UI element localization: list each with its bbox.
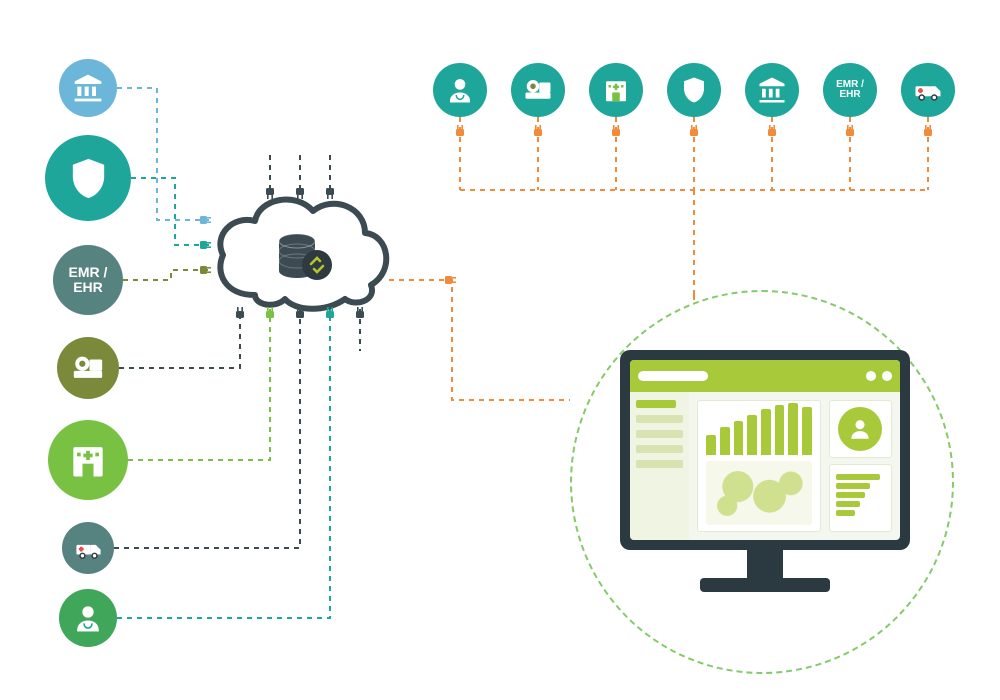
plug-icon: [197, 237, 211, 251]
plug-icon: [842, 123, 856, 137]
plug-icon: [197, 212, 211, 226]
source-node-emr: EMR / EHR: [53, 245, 123, 315]
plug-icon: [322, 185, 336, 199]
bank-icon: [72, 72, 104, 104]
bar: [747, 415, 757, 455]
avatar-icon: [838, 407, 882, 451]
plug-icon: [530, 123, 544, 137]
world-map: [706, 461, 811, 525]
bar: [802, 407, 812, 455]
source-node-doctor: [59, 589, 117, 647]
dashboard-sidebar: [630, 392, 689, 540]
legend-item: [836, 474, 881, 480]
plug-icon: [292, 185, 306, 199]
consumer-node-t_scanner: [511, 63, 565, 117]
legend-item: [836, 483, 871, 489]
plug-icon: [686, 123, 700, 137]
cloud-database: [205, 185, 395, 315]
sidebar-item[interactable]: [636, 415, 683, 423]
profile-card: [829, 400, 892, 458]
plug-icon: [197, 262, 211, 276]
plug-icon: [608, 123, 622, 137]
legend-item: [836, 510, 856, 516]
consumer-node-t_ambulance: [901, 63, 955, 117]
bank-icon: [757, 75, 787, 105]
plug-icon: [764, 123, 778, 137]
search-input[interactable]: [638, 371, 708, 381]
hospital-icon: [601, 75, 631, 105]
plug-icon: [352, 305, 366, 319]
consumer-node-t_insurance: [667, 63, 721, 117]
node-label: EMR / EHR: [69, 265, 108, 294]
scanner-icon: [71, 351, 105, 385]
monitor-bezel: [620, 350, 910, 550]
shield-icon: [65, 155, 112, 202]
monitor-stand-base: [700, 578, 830, 592]
consumer-node-t_gov: [745, 63, 799, 117]
consumer-node-t_hospital: [589, 63, 643, 117]
plug-icon: [232, 305, 246, 319]
monitor-screen: [630, 360, 900, 540]
consumer-node-t_emr: EMR / EHR: [823, 63, 877, 117]
bar-chart: [698, 401, 819, 457]
plug-icon: [292, 305, 306, 319]
plug-icon: [262, 185, 276, 199]
legend-panel: [829, 464, 892, 532]
plug-icon: [322, 305, 336, 319]
legend-item: [836, 501, 861, 507]
bar: [734, 421, 744, 455]
dashboard-main: [689, 392, 900, 540]
bar: [706, 435, 716, 455]
monitor-stand-neck: [747, 550, 783, 578]
ambulance-icon: [74, 534, 103, 563]
dashboard-content: [630, 392, 900, 540]
cloud-icon: [205, 185, 395, 315]
dashboard-monitor: [620, 350, 910, 592]
bar: [775, 405, 785, 455]
bar: [788, 403, 798, 455]
plug-icon: [442, 272, 456, 286]
doctor-icon: [72, 602, 104, 634]
sidebar-item[interactable]: [636, 400, 676, 408]
sidebar-item[interactable]: [636, 445, 683, 453]
diagram-canvas: EMR / EHR EMR / EHR: [0, 0, 1000, 700]
bar: [720, 427, 730, 455]
notification-icon[interactable]: [866, 371, 876, 381]
shield-icon: [679, 75, 709, 105]
doctor-icon: [445, 75, 475, 105]
sidebar-item[interactable]: [636, 460, 683, 468]
legend-item: [836, 492, 866, 498]
chart-panel: [697, 400, 820, 532]
source-node-insurance: [45, 135, 131, 221]
hospital-icon: [66, 438, 110, 482]
source-node-ambulance: [62, 522, 114, 574]
source-node-gov: [59, 59, 117, 117]
side-panel: [829, 400, 892, 532]
bar: [761, 409, 771, 455]
sidebar-item[interactable]: [636, 430, 683, 438]
consumer-node-t_doctor: [433, 63, 487, 117]
plug-icon: [262, 305, 276, 319]
plug-icon: [452, 123, 466, 137]
plug-icon: [920, 123, 934, 137]
dashboard-topbar: [630, 360, 900, 392]
scanner-icon: [523, 75, 553, 105]
source-node-ct: [57, 337, 119, 399]
ambulance-icon: [913, 75, 943, 105]
node-label: EMR / EHR: [836, 80, 864, 101]
user-menu-icon[interactable]: [882, 371, 892, 381]
source-node-hospital: [48, 420, 128, 500]
